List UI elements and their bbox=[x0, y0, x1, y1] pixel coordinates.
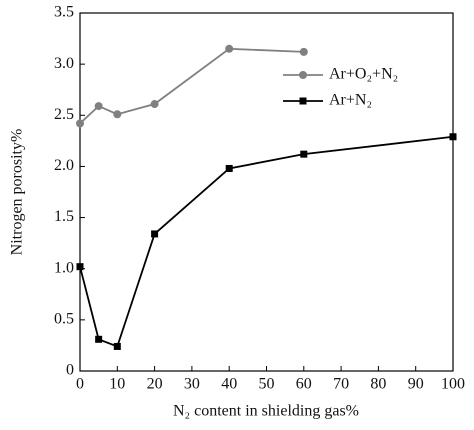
x-tick-label: 70 bbox=[333, 376, 349, 393]
x-tick-label: 20 bbox=[147, 376, 163, 393]
y-tick-label: 3.0 bbox=[54, 55, 74, 72]
series-line bbox=[79, 135, 454, 348]
data-point bbox=[95, 335, 103, 343]
data-point bbox=[225, 164, 233, 172]
x-tick-label: 40 bbox=[221, 376, 237, 393]
x-tick-label: 10 bbox=[109, 376, 125, 393]
x-tick-label: 100 bbox=[441, 376, 465, 393]
data-point bbox=[299, 47, 308, 56]
data-point bbox=[113, 342, 121, 350]
legend-label: Ar+O₂+N₂ bbox=[329, 66, 398, 83]
data-point bbox=[225, 44, 234, 53]
x-axis-title: N₂ content in shielding gas% bbox=[173, 403, 359, 420]
data-point bbox=[76, 119, 84, 128]
y-tick-label: 2.5 bbox=[54, 106, 74, 123]
x-tick-label: 80 bbox=[370, 376, 386, 393]
data-point bbox=[113, 110, 122, 119]
y-axis-title: Nitrogen porosity% bbox=[9, 129, 26, 256]
x-tick-label: 90 bbox=[408, 376, 424, 393]
data-point bbox=[300, 150, 308, 158]
data-point bbox=[151, 230, 159, 238]
y-tick-label: 1.0 bbox=[54, 259, 74, 276]
legend-marker bbox=[299, 71, 307, 79]
data-point bbox=[449, 133, 457, 141]
data-point bbox=[76, 263, 84, 271]
y-tick-label: 1.5 bbox=[54, 208, 74, 225]
legend-marker bbox=[299, 97, 307, 105]
data-point bbox=[150, 100, 159, 109]
y-tick-label: 2.0 bbox=[54, 157, 74, 174]
y-tick-label: 0 bbox=[66, 362, 74, 379]
series-line bbox=[79, 47, 304, 125]
data-point bbox=[94, 102, 103, 111]
y-tick-label: 3.5 bbox=[54, 4, 74, 21]
x-tick-label: 0 bbox=[76, 376, 84, 393]
legend-label: Ar+N₂ bbox=[329, 92, 372, 109]
y-tick-label: 0.5 bbox=[54, 311, 74, 328]
x-tick-label: 30 bbox=[184, 376, 200, 393]
x-tick-label: 50 bbox=[259, 376, 275, 393]
x-tick-label: 60 bbox=[296, 376, 312, 393]
